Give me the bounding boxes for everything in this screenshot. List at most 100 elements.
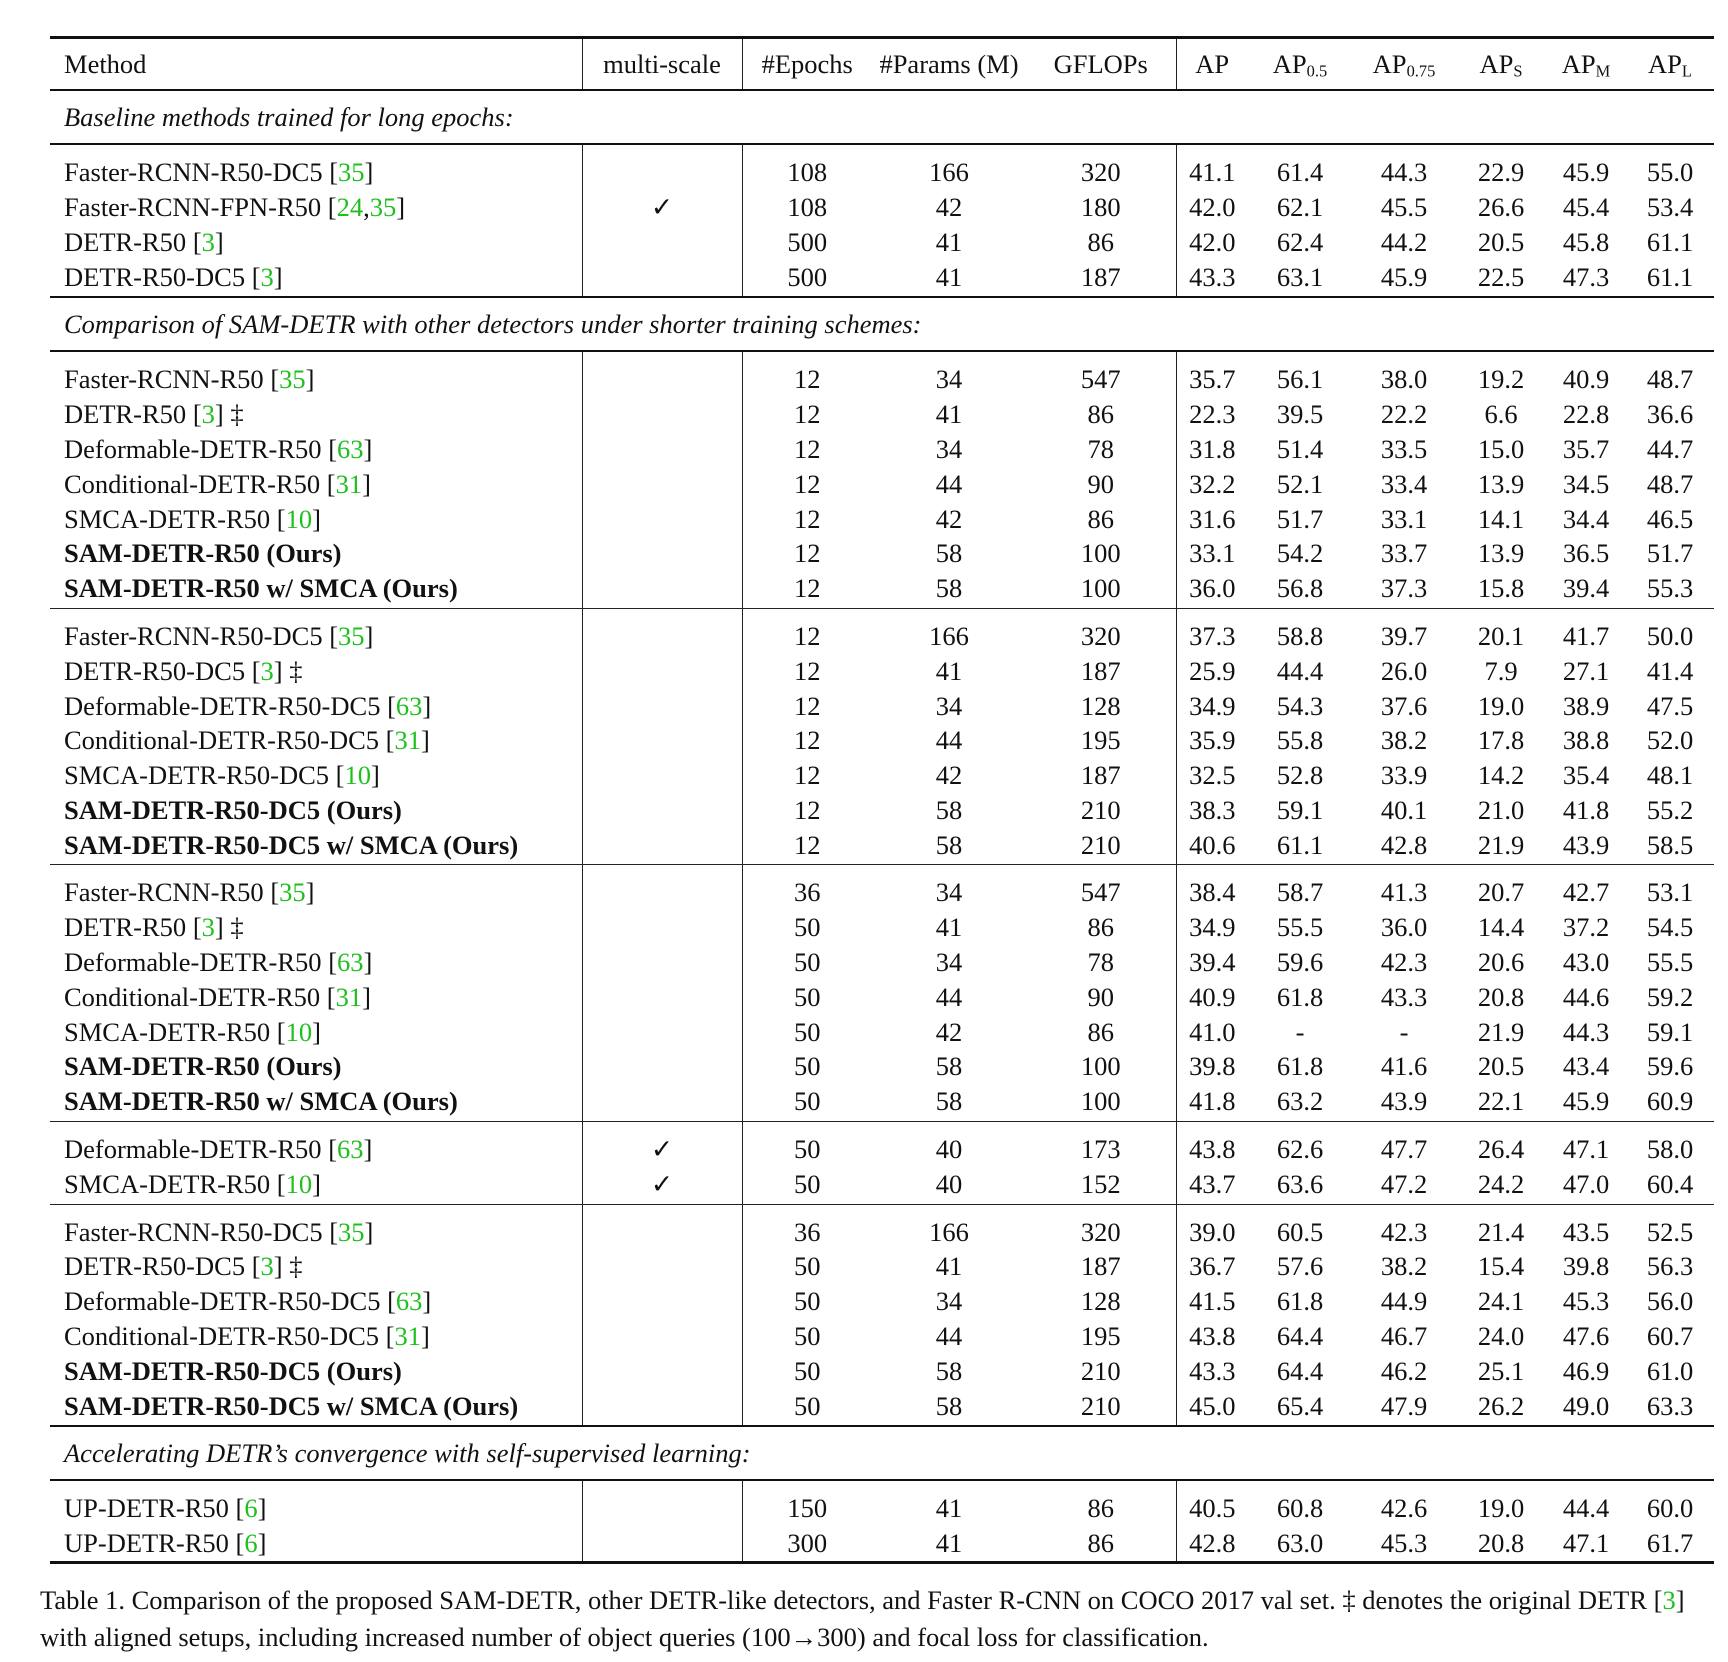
citation-link[interactable]: 3 — [201, 226, 215, 257]
spacer-cell — [872, 351, 1026, 362]
spacer-cell — [50, 1480, 582, 1491]
apm-cell: 22.8 — [1562, 399, 1610, 430]
gflops-cell: 86 — [1087, 1016, 1115, 1047]
table-row: Conditional-DETR-R50 [31] 12 44 90 32.2 52.1 3… — [50, 466, 1714, 502]
citation-link[interactable]: 31 — [335, 981, 363, 1012]
ap50-cell: 65.4 — [1276, 1390, 1324, 1421]
epochs-cell: 108 — [741, 189, 872, 225]
citation-link[interactable]: 35 — [369, 191, 397, 222]
aps-cell: 22.9 — [1477, 157, 1525, 188]
apm-cell: 38.9 — [1562, 690, 1610, 721]
spacer-cell — [1352, 294, 1456, 299]
table-row: DETR-R50-DC5 [3] ‡ 12 41 187 25.9 44.4 26.0 7.9… — [50, 653, 1714, 689]
params-cell: 41 — [935, 226, 963, 257]
citation-link[interactable]: 35 — [338, 620, 365, 651]
params-cell: 58 — [935, 794, 963, 825]
apm-cell: 35.4 — [1562, 760, 1610, 791]
citation-link[interactable]: 63 — [395, 1286, 423, 1317]
group-spacer — [50, 1203, 1714, 1215]
citation-link[interactable]: 35 — [279, 364, 306, 395]
citation-link[interactable]: 63 — [337, 433, 364, 464]
table-row: Conditional-DETR-R50 [31] 50 44 90 40.9 61.8 4… — [50, 979, 1714, 1015]
spacer-cell — [581, 1480, 742, 1492]
citation-link[interactable]: 63 — [395, 690, 423, 721]
section-title-row: Comparison of SAM-DETR with other detect… — [50, 297, 1714, 353]
method-cell: DETR-R50-DC5 [3] ‡ — [64, 1251, 303, 1282]
spacer-cell — [1026, 1120, 1176, 1132]
ap50-cell: 62.1 — [1276, 191, 1324, 222]
citation-link[interactable]: 31 — [394, 725, 422, 756]
method-name: Deformable-DETR-R50 — [64, 433, 329, 464]
ap75-cell: 33.1 — [1380, 503, 1428, 534]
table-row: UP-DETR-R50 [6] 150 41 86 40.5 60.8 42.6 19.0 44… — [50, 1491, 1714, 1527]
citation-link[interactable]: 63 — [337, 947, 364, 978]
section-title-row: Accelerating DETR’s convergence with sel… — [50, 1426, 1714, 1482]
epochs-cell: 12 — [741, 827, 872, 863]
gflops-cell: 210 — [1080, 794, 1121, 825]
ap-cell: 33.1 — [1175, 536, 1248, 571]
citation-link[interactable]: 31 — [394, 1321, 422, 1352]
epochs-cell: 12 — [741, 431, 872, 467]
citation-link[interactable]: 3 — [260, 1251, 274, 1282]
apm-cell: 42.7 — [1562, 877, 1610, 908]
apm-cell: 34.4 — [1562, 503, 1610, 534]
spacer-cell — [50, 351, 582, 362]
apl-cell: 60.7 — [1646, 1321, 1694, 1352]
group-spacer — [50, 1118, 1714, 1122]
citation-link[interactable]: 3 — [260, 261, 274, 292]
apl-cell: 48.7 — [1646, 364, 1694, 395]
citation-link[interactable]: 35 — [279, 877, 306, 908]
spacer-cell — [1175, 144, 1248, 155]
citation-link[interactable]: 3 — [201, 912, 215, 943]
spacer-cell — [1026, 864, 1176, 876]
citation-link[interactable]: 63 — [337, 1134, 364, 1165]
citation-link[interactable]: 3 — [201, 399, 215, 430]
citation-link[interactable]: 24 — [336, 191, 364, 222]
citation-link[interactable]: 10 — [285, 1168, 313, 1199]
apm-cell: 43.0 — [1562, 947, 1610, 978]
multiscale-cell — [581, 1284, 742, 1319]
citation-link[interactable]: 10 — [344, 760, 371, 791]
multiscale-cell — [581, 979, 742, 1015]
table-row: SAM-DETR-R50-DC5 (Ours) 50 58 210 43.3 64.4 46… — [50, 1353, 1714, 1389]
citation-link[interactable]: 31 — [335, 468, 363, 499]
citation-link[interactable]: 6 — [244, 1493, 258, 1524]
citation-link[interactable]: 10 — [285, 1016, 313, 1047]
citation-link[interactable]: 3 — [260, 655, 274, 686]
ap50-cell: 60.5 — [1276, 1216, 1324, 1247]
method-cell: Deformable-DETR-R50-DC5 [63] — [64, 1286, 432, 1317]
caption-citation-link[interactable]: 3 — [1662, 1585, 1676, 1615]
multiscale-cell — [581, 431, 742, 467]
citation-link[interactable]: 6 — [244, 1528, 258, 1559]
apm-cell: 47.1 — [1546, 1526, 1626, 1564]
ap75-cell: 36.0 — [1380, 912, 1428, 943]
citation-link[interactable]: 35 — [338, 1216, 365, 1247]
multiscale-cell — [581, 1353, 742, 1389]
table-row: Deformable-DETR-R50 [63] ✓ 50 40 173 43.8 62.6… — [50, 1131, 1714, 1167]
spacer-cell — [1175, 605, 1248, 609]
aps-cell: 20.1 — [1477, 620, 1525, 651]
apm-cell: 43.5 — [1562, 1216, 1610, 1247]
spacer-cell — [1352, 1423, 1456, 1428]
apl-cell: 52.0 — [1646, 725, 1694, 756]
ap75-cell: 47.2 — [1380, 1168, 1428, 1199]
aps-cell: 25.1 — [1477, 1355, 1525, 1386]
epochs-cell: 36 — [741, 875, 872, 911]
epochs-cell: 50 — [741, 944, 872, 980]
header-params: #Params (M) — [872, 36, 1026, 91]
ap-cell: 43.3 — [1175, 1353, 1248, 1389]
multiscale-cell — [581, 1249, 742, 1285]
ap-cell: 32.2 — [1175, 466, 1248, 502]
ap-cell: 34.9 — [1175, 688, 1248, 724]
citation-link[interactable]: 35 — [338, 157, 365, 188]
method-cell: UP-DETR-R50 [6] — [64, 1493, 267, 1524]
method-name: DETR-R50 — [64, 226, 193, 257]
method-cell: DETR-R50 [3] — [64, 226, 224, 257]
spacer-cell — [1026, 607, 1176, 619]
params-cell: 58 — [935, 1051, 963, 1082]
spacer-cell — [1456, 144, 1546, 155]
gflops-cell: 86 — [1087, 503, 1115, 534]
aps-cell: 22.5 — [1477, 261, 1525, 292]
citation-link[interactable]: 10 — [285, 503, 313, 534]
gflops-cell: 195 — [1080, 1321, 1121, 1352]
